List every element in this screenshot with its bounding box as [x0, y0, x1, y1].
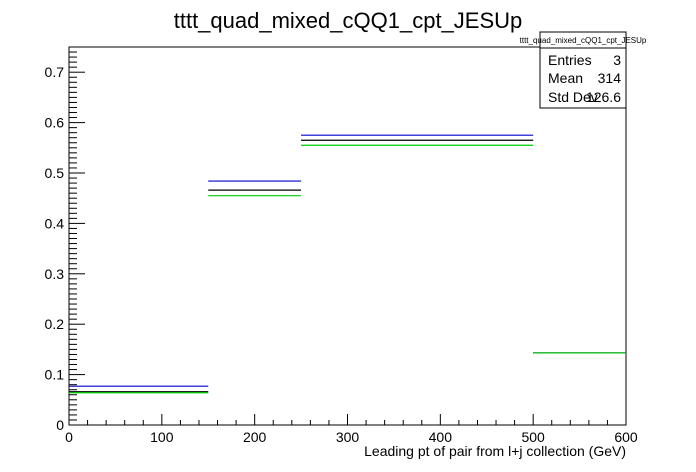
stats-stddev-label: Std Dev	[548, 89, 598, 105]
tick-labels: 0 100 200 300 400 500 600 0 0.1 0.2 0.3 0.4 0.5 0.6 0.…	[45, 64, 638, 445]
histogram-bins	[69, 134, 626, 394]
y-tick-label: 0.4	[45, 215, 65, 231]
stats-mean-value: 314	[598, 70, 622, 86]
chart-title: tttt_quad_mixed_cQQ1_cpt_JESUp	[174, 8, 523, 33]
x-axis-label: Leading pt of pair from l+j collection (…	[364, 443, 626, 459]
stats-box: tttt_quad_mixed_cQQ1_cpt_JESUp Entries 3…	[520, 31, 647, 109]
y-tick-label: 0	[56, 417, 64, 433]
y-tick-label: 0.3	[45, 266, 65, 282]
y-tick-label: 0.1	[45, 367, 65, 383]
x-tick-label: 0	[65, 429, 73, 445]
x-tick-label: 300	[336, 429, 360, 445]
x-tick-label: 600	[614, 429, 638, 445]
stats-entries-label: Entries	[548, 52, 592, 68]
stats-mean-label: Mean	[548, 70, 583, 86]
y-tick-label: 0.6	[45, 115, 65, 131]
x-tick-label: 100	[150, 429, 174, 445]
y-tick-label: 0.5	[45, 165, 65, 181]
stats-box-frame	[539, 31, 627, 109]
axis-ticks	[68, 46, 627, 426]
x-tick-label: 400	[429, 429, 453, 445]
stats-box-title: tttt_quad_mixed_cQQ1_cpt_JESUp	[520, 36, 647, 45]
y-tick-label: 0.7	[45, 64, 65, 80]
x-tick-label: 500	[521, 429, 545, 445]
x-tick-label: 200	[243, 429, 267, 445]
stats-entries-value: 3	[613, 52, 621, 68]
y-tick-label: 0.2	[45, 316, 65, 332]
stats-stddev-value: 126.6	[586, 89, 621, 105]
